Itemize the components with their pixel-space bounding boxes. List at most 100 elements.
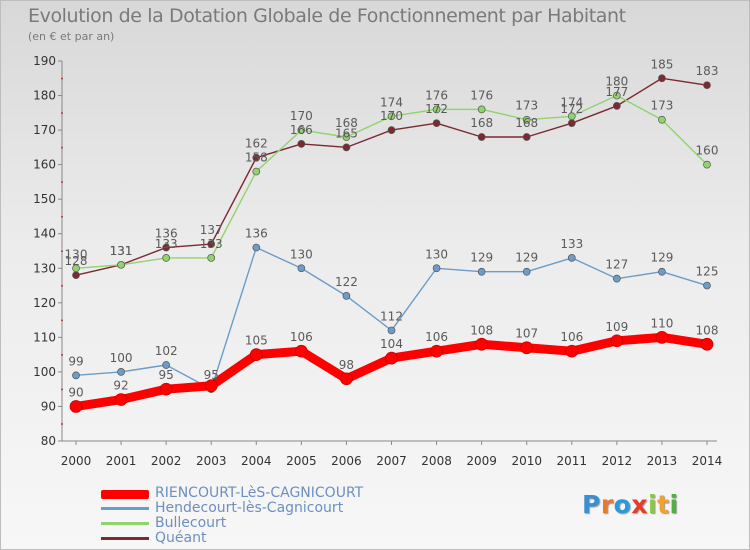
data-label: 110 (650, 316, 673, 330)
data-point (387, 126, 396, 134)
data-point (162, 361, 170, 369)
x-tick-label: 2014 (692, 454, 723, 468)
y-tick-label: 150 (33, 192, 56, 206)
data-label: 168 (515, 116, 538, 130)
axes: 80 90 100 110 120 130 140 150 160 170 180 190 2000 20… (33, 54, 722, 468)
data-point (658, 115, 666, 124)
data-label: 168 (335, 116, 358, 130)
series-lines (69, 74, 714, 413)
legend-swatch (101, 507, 149, 510)
data-point (613, 274, 621, 283)
data-point (522, 115, 531, 124)
legend-item: Quéant (101, 530, 421, 546)
data-point (567, 119, 576, 128)
y-minor-tick (61, 388, 63, 391)
legend-swatch (101, 522, 149, 525)
y-tick-label: 190 (33, 54, 56, 68)
data-label: 108 (470, 323, 493, 337)
y-tick-label: 100 (33, 365, 56, 379)
legend-label: Hendecourt-lès-Cagnicourt (155, 500, 344, 516)
x-tick-label: 2007 (376, 454, 407, 468)
data-label: 180 (605, 75, 628, 89)
y-tick-label: 90 (41, 399, 56, 413)
data-label: 162 (245, 137, 268, 151)
legend-label: Bullecourt (155, 515, 227, 531)
data-label: 109 (605, 320, 628, 334)
data-point (522, 267, 531, 276)
data-label: 106 (290, 330, 313, 344)
data-point (342, 292, 351, 300)
data-point (252, 167, 261, 176)
x-tick-label: 2006 (331, 454, 362, 468)
y-minor-tick (61, 354, 63, 356)
data-point (565, 344, 579, 358)
data-point (387, 112, 396, 121)
data-point (342, 143, 351, 152)
data-label: 104 (380, 337, 403, 351)
data-label: 129 (515, 251, 538, 265)
x-tick-label: 2010 (511, 454, 542, 468)
data-label: 112 (380, 309, 403, 323)
data-point (252, 153, 261, 162)
data-label: 108 (696, 323, 719, 337)
x-tick-label: 2009 (466, 454, 497, 468)
data-label: 90 (68, 385, 83, 399)
data-point (340, 372, 353, 386)
y-minor-tick (61, 423, 63, 425)
data-point (297, 264, 306, 273)
data-point (475, 337, 488, 351)
x-tick-label: 2012 (602, 454, 633, 468)
data-point (72, 371, 80, 380)
data-label: 100 (110, 351, 133, 365)
data-label: 130 (65, 247, 88, 261)
data-point (162, 243, 170, 252)
y-tick-label: 80 (41, 434, 56, 448)
data-label: 130 (425, 247, 448, 261)
data-point (387, 326, 396, 335)
x-tick-label: 2008 (421, 454, 452, 468)
y-tick-label: 170 (33, 123, 56, 137)
data-label: 174 (380, 95, 403, 109)
y-tick-label: 130 (33, 261, 56, 275)
data-point (204, 379, 218, 393)
y-minor-tick (61, 181, 63, 183)
y-minor-tick (61, 77, 63, 80)
data-label: 177 (605, 85, 628, 99)
data-label: 98 (339, 358, 354, 372)
data-label: 125 (696, 265, 719, 279)
data-point (297, 140, 306, 148)
data-label: 165 (335, 126, 358, 140)
proxiti-logo: Proxiti (582, 490, 679, 519)
y-minor-tick (61, 319, 63, 322)
data-label: 176 (470, 88, 493, 102)
y-tick-label: 180 (33, 89, 56, 103)
data-point (159, 382, 173, 396)
data-point (72, 264, 80, 273)
x-tick-label: 2000 (61, 454, 92, 468)
data-label: 122 (335, 275, 358, 289)
data-label: 136 (155, 227, 178, 241)
data-label: 174 (560, 95, 583, 109)
data-point (703, 160, 711, 169)
data-point (477, 267, 486, 276)
x-tick-label: 2011 (557, 454, 588, 468)
data-label: 137 (200, 223, 223, 237)
data-label: 106 (425, 330, 448, 344)
data-label: 133 (155, 237, 178, 251)
data-label: 127 (605, 258, 628, 272)
data-label: 133 (200, 237, 223, 251)
data-point (69, 400, 83, 413)
data-point (700, 337, 714, 351)
data-point (477, 133, 486, 141)
data-point (432, 119, 441, 128)
data-label: 131 (110, 244, 133, 258)
x-tick-label: 2001 (106, 454, 137, 468)
x-tick-label: 2002 (151, 454, 182, 468)
data-label: 128 (65, 254, 88, 268)
data-point (72, 271, 80, 280)
data-point (522, 133, 531, 141)
chart-title: Evolution de la Dotation Globale de Fonc… (28, 5, 626, 27)
y-minor-tick (61, 285, 63, 287)
